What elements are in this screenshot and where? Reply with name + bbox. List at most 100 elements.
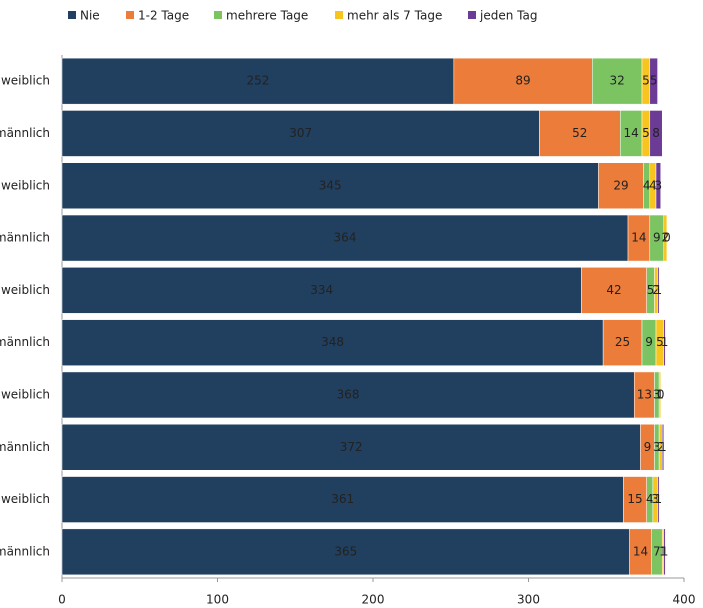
x-tick-label: 0 [58,593,66,607]
bar-segment [663,319,666,366]
data-label: 8 [652,126,660,140]
data-label: 1 [659,440,667,454]
data-label: 1 [659,544,667,558]
data-label: 2 [657,440,665,454]
legend-label: 1-2 Tage [138,9,189,23]
data-label: 1 [661,335,669,349]
legend-label: Nie [80,9,100,23]
y-tick-label: weiblich [1,387,50,401]
data-label: 368 [337,387,360,401]
bar-segment [663,528,666,576]
y-tick-label: weiblich [1,492,50,506]
data-label: 7 [653,544,661,558]
bar-segment [592,57,643,105]
data-label: 5 [642,74,650,88]
bar-segment [661,424,665,471]
data-label: 2 [652,283,660,297]
data-label: 13 [637,387,652,401]
legend-swatch [335,11,343,19]
bar-segment [539,110,621,157]
data-label: 5 [650,74,658,88]
data-label: 2 [662,231,670,245]
data-label: 307 [289,126,312,140]
legend-label: mehrere Tage [226,9,308,23]
bar-segment [602,319,643,366]
bar-segment [61,267,582,314]
legend-label: jeden Tag [479,9,537,23]
data-label: 15 [627,492,642,506]
data-label: 1 [655,492,663,506]
bar-segment [61,214,629,262]
bar-segment [663,214,668,262]
x-tick-label: 300 [517,593,540,607]
data-label: 4 [649,178,657,192]
legend-swatch [68,11,76,19]
data-label: 5 [656,335,664,349]
data-label: 9 [645,335,653,349]
data-label: 365 [334,544,357,558]
data-label: 14 [633,544,648,558]
data-label: 14 [623,126,638,140]
data-label: 0 [663,231,671,245]
y-tick-label: weiblich [1,283,50,297]
y-tick-label: männlich [0,544,50,558]
data-label: 5 [647,283,655,297]
y-tick-label: männlich [0,126,50,140]
data-label: 0 [657,387,665,401]
data-label: 3 [653,440,661,454]
bar-segment [61,528,630,576]
data-label: 5 [642,126,650,140]
bar-segment [453,57,593,105]
y-tick-label: männlich [0,231,50,245]
y-tick-label: männlich [0,440,50,454]
bar-segment [61,371,635,419]
bar-segment [61,162,599,209]
bar-segment [61,319,604,366]
legend-swatch [468,11,476,19]
data-label: 348 [321,335,344,349]
bar-segment [598,162,644,209]
bar-segment [649,57,658,105]
data-label: 14 [631,231,646,245]
data-label: 1 [656,387,664,401]
bar-segment [581,267,647,314]
data-label: 3 [651,492,659,506]
y-tick-label: männlich [0,335,50,349]
x-tick-label: 200 [362,593,385,607]
data-label: 334 [310,283,333,297]
data-label: 345 [319,178,342,192]
y-tick-label: weiblich [1,178,50,192]
data-label: 9 [644,440,652,454]
data-label: 32 [609,74,624,88]
bar-segment [649,110,663,157]
bar-segment [657,267,660,314]
data-label: 89 [515,74,530,88]
data-label: 1 [661,544,669,558]
data-label: 25 [615,335,630,349]
bar-segment [655,162,661,209]
data-label: 372 [340,440,363,454]
legend-label: mehr als 7 Tage [347,9,442,23]
legend-swatch [214,11,222,19]
x-tick-label: 100 [206,593,229,607]
x-tick-label: 400 [673,593,696,607]
bar-segment [61,57,455,105]
y-tick-label: weiblich [1,74,50,88]
data-label: 1 [655,283,663,297]
data-label: 52 [572,126,587,140]
data-label: 29 [613,178,628,192]
legend-swatch [126,11,134,19]
bar-segment [61,424,641,471]
data-label: 361 [331,492,354,506]
bar-segment [61,476,624,523]
data-label: 3 [655,178,663,192]
bar-segment [657,476,660,523]
bar-segment [658,371,661,419]
data-label: 42 [606,283,621,297]
data-label: 252 [246,74,269,88]
data-label: 4 [646,492,654,506]
bar-segment [61,110,540,157]
data-label: 9 [653,231,661,245]
data-label: 3 [653,387,661,401]
